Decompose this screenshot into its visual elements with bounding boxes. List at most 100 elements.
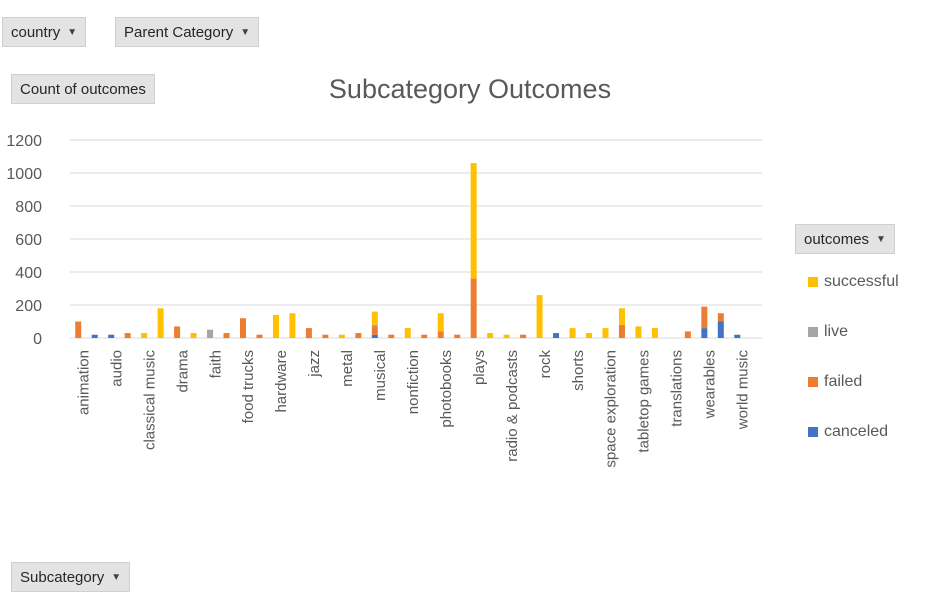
bar-segment-failed (421, 334, 428, 338)
legend-label: live (824, 323, 849, 340)
bar-segment-canceled (701, 328, 708, 338)
x-tick-label: faith (207, 350, 224, 378)
bar-segment-canceled (734, 334, 741, 338)
x-tick-label: plays (471, 350, 488, 385)
y-tick-label: 1000 (6, 166, 42, 183)
legend-label: canceled (824, 423, 889, 440)
x-tick-label: animation (75, 350, 92, 415)
dropdown-arrow-icon: ▼ (876, 233, 886, 245)
bar-segment-failed (371, 326, 378, 335)
legend-swatch (808, 427, 818, 437)
y-tick-label: 0 (33, 331, 42, 348)
legend-item-failed[interactable]: failed (808, 373, 862, 391)
bar-segment-failed (322, 334, 329, 338)
y-tick-label: 400 (15, 265, 42, 282)
bar-segment-canceled (108, 334, 115, 338)
x-tick-label: hardware (273, 350, 290, 413)
bar-segment-failed (470, 278, 477, 338)
bar-segment-live (371, 324, 378, 327)
bar-segment-successful (503, 334, 510, 338)
x-tick-label: world music (735, 350, 752, 431)
country-filter-label: country (11, 23, 61, 41)
x-tick-label: photobooks (438, 350, 455, 428)
y-tick-label: 200 (15, 298, 42, 315)
country-filter-button[interactable]: country ▼ (2, 17, 87, 47)
x-tick-label: food trucks (240, 350, 257, 423)
x-tick-label: translations (669, 350, 686, 427)
x-tick-label: drama (174, 349, 191, 392)
bar-segment-successful (651, 328, 658, 338)
legend-item-successful[interactable]: successful (808, 273, 899, 291)
bar-segment-successful (618, 308, 625, 325)
chart-title: Subcategory Outcomes (328, 74, 612, 104)
legend-field-label: outcomes (804, 230, 870, 248)
bar-segment-failed (174, 326, 181, 338)
bar-segment-failed (520, 334, 527, 338)
bar-segment-failed (388, 334, 395, 338)
dropdown-arrow-icon: ▼ (240, 26, 251, 38)
x-tick-label: tabletop games (636, 350, 653, 453)
bar-segment-failed (717, 313, 724, 322)
bar-segment-failed (75, 321, 82, 338)
bar-segment-successful (157, 308, 164, 338)
bar-segment-failed (684, 331, 691, 338)
legend-label: successful (824, 273, 899, 290)
legend-swatch (808, 377, 818, 387)
bar-segment-live (207, 329, 214, 338)
x-tick-label: metal (339, 350, 356, 387)
dropdown-arrow-icon: ▼ (67, 26, 78, 38)
parent-category-filter-button[interactable]: Parent Category ▼ (115, 17, 260, 47)
bar-segment-failed (701, 306, 708, 329)
bar-segment-successful (437, 313, 444, 332)
x-tick-label: space exploration (603, 350, 620, 468)
dropdown-arrow-icon: ▼ (111, 571, 122, 583)
bar-segment-failed (240, 318, 246, 338)
bar-segment-failed (355, 333, 362, 338)
bar-segment-failed (256, 334, 263, 338)
x-tick-label: classical music (141, 350, 158, 451)
bar-segment-canceled (371, 334, 378, 338)
legend-label: failed (824, 373, 863, 390)
bar-segment-failed (437, 331, 444, 338)
bar-segment-failed (618, 324, 625, 338)
values-field-label: Count of outcomes (20, 80, 146, 98)
legend-swatch (808, 327, 818, 337)
values-field-button[interactable]: Count of outcomes (11, 74, 155, 104)
bar-segment-successful (289, 313, 296, 338)
bar-segment-successful (536, 295, 543, 338)
bar-segment-successful (470, 163, 477, 279)
bar-segment-successful (141, 333, 148, 338)
x-tick-label: audio (108, 350, 125, 387)
bar-segment-failed (124, 333, 131, 338)
x-tick-label: radio & podcasts (504, 350, 521, 462)
y-tick-label: 600 (15, 232, 42, 249)
x-tick-label: rock (537, 350, 554, 379)
legend-field-button[interactable]: outcomes ▼ (795, 224, 895, 254)
x-tick-label: wearables (702, 350, 719, 419)
bar-segment-canceled (91, 334, 98, 338)
bar-segment-failed (223, 333, 230, 338)
bar-segment-successful (569, 328, 576, 338)
bar-segment-successful (404, 328, 411, 338)
bar-segment-successful (371, 311, 378, 325)
legend-swatch (808, 277, 818, 287)
y-tick-label: 1200 (6, 133, 42, 150)
x-tick-label: nonfiction (405, 350, 422, 414)
legend-item-live[interactable]: live (808, 323, 848, 341)
subcategory-filter-label: Subcategory (20, 568, 105, 586)
x-tick-label: shorts (570, 350, 587, 391)
bar-segment-successful (602, 328, 609, 338)
bar-segment-failed (305, 328, 312, 338)
bar-segment-successful (338, 334, 345, 338)
y-tick-label: 800 (15, 199, 42, 216)
parent-category-filter-label: Parent Category (124, 23, 234, 41)
bar-segment-successful (635, 326, 642, 338)
bar-segment-canceled (717, 321, 724, 338)
bar-segment-successful (586, 333, 592, 338)
bar-segment-successful (190, 333, 197, 338)
bar-segment-successful (487, 333, 494, 338)
legend-item-canceled[interactable]: canceled (808, 423, 888, 441)
x-tick-label: musical (372, 350, 389, 401)
subcategory-filter-button[interactable]: Subcategory ▼ (11, 562, 131, 592)
